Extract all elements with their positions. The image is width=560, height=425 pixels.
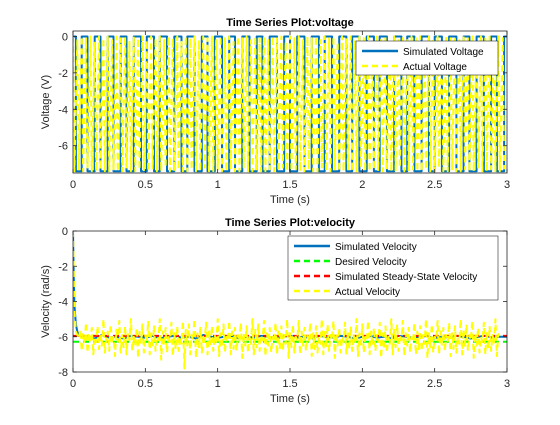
series-group [73,231,507,370]
x-tick-label: 0.5 [138,378,153,390]
y-axis-label: Velocity (rad/s) [40,265,52,338]
x-tick-label: 1.5 [282,179,297,191]
y-tick-label: 0 [62,226,68,238]
x-tick-label: 3 [504,378,510,390]
y-tick-label: 0 [62,31,68,43]
x-tick-label: 2.5 [427,378,442,390]
legend-label: Desired Velocity [335,257,407,268]
y-tick-label: -4 [58,297,68,309]
x-tick-label: 2 [359,179,365,191]
x-tick-label: 3 [504,179,510,191]
x-tick-label: 2 [359,378,365,390]
series-actual-velocity [73,231,500,370]
legend-label: Simulated Steady-State Velocity [335,272,477,283]
legend: Simulated Velocity Desired Velocity Simula… [287,235,499,301]
legend-label: Simulated Velocity [335,242,417,253]
legend-label: Actual Velocity [335,287,400,298]
y-tick-label: -2 [58,68,68,80]
x-tick-label: 1.5 [282,378,297,390]
y-tick-label: -2 [58,261,68,273]
y-tick-label: -8 [58,367,68,379]
x-tick-label: 0 [70,179,76,191]
x-axis-label: Time (s) [270,393,310,405]
legend-box [355,40,499,76]
chart-title: Time Series Plot:velocity [225,217,356,229]
x-tick-label: 2.5 [427,179,442,191]
x-tick-label: 0 [70,378,76,390]
x-tick-label: 0.5 [138,179,153,191]
x-tick-label: 1 [215,179,221,191]
voltage-chart: 0 0.5 1 1.5 2 2.5 3 0 -2 -4 -6 Time Series Plot:vol… [40,17,510,206]
y-tick-label: -6 [58,141,68,153]
y-axis-label: Voltage (V) [40,75,52,129]
x-tick-label: 1 [215,378,221,390]
x-axis-label: Time (s) [270,194,310,206]
legend-label: Actual Voltage [403,62,467,73]
legend: Simulated Voltage Actual Voltage [355,40,499,76]
y-tick-label: -4 [58,104,68,116]
chart-title: Time Series Plot:voltage [226,17,354,29]
velocity-chart: 0 0.5 1 1.5 2 2.5 3 0 -2 -4 -6 -8 Time Series Plot:v… [40,217,510,405]
legend-label: Simulated Voltage [403,47,484,58]
y-tick-label: -6 [58,332,68,344]
